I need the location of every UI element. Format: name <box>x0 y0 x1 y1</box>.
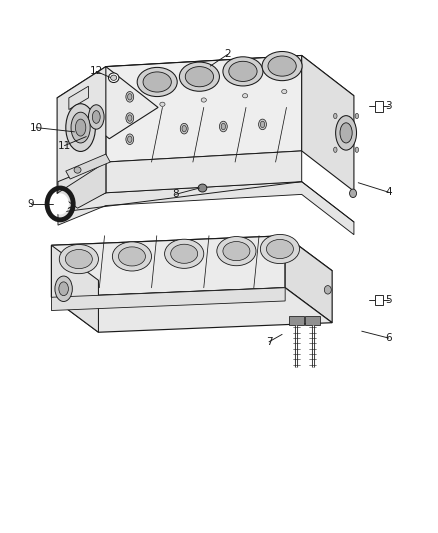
Ellipse shape <box>126 113 134 123</box>
Ellipse shape <box>350 189 357 198</box>
Ellipse shape <box>334 114 337 119</box>
Polygon shape <box>289 317 304 325</box>
Ellipse shape <box>243 94 248 98</box>
Ellipse shape <box>223 241 250 261</box>
Ellipse shape <box>66 104 95 151</box>
Polygon shape <box>58 182 354 235</box>
Polygon shape <box>51 288 285 311</box>
Ellipse shape <box>126 92 134 102</box>
Ellipse shape <box>282 90 287 94</box>
Text: 6: 6 <box>385 333 392 343</box>
Ellipse shape <box>260 235 300 264</box>
Polygon shape <box>305 317 321 325</box>
Ellipse shape <box>182 125 186 132</box>
Text: 4: 4 <box>385 187 392 197</box>
Polygon shape <box>66 154 110 179</box>
Bar <box>374 101 383 112</box>
Ellipse shape <box>92 111 100 123</box>
Ellipse shape <box>143 72 171 92</box>
Polygon shape <box>106 55 354 108</box>
Text: 11: 11 <box>58 141 71 151</box>
Polygon shape <box>285 236 332 322</box>
Text: 9: 9 <box>28 199 34 209</box>
Text: 8: 8 <box>172 189 179 199</box>
Text: 2: 2 <box>224 50 231 59</box>
Ellipse shape <box>118 247 145 266</box>
Ellipse shape <box>268 56 296 76</box>
Text: 10: 10 <box>30 123 43 133</box>
Ellipse shape <box>59 245 99 273</box>
Ellipse shape <box>185 67 214 87</box>
Polygon shape <box>58 162 106 213</box>
Ellipse shape <box>221 123 226 130</box>
Polygon shape <box>106 151 302 193</box>
Ellipse shape <box>258 119 266 130</box>
Ellipse shape <box>324 286 331 294</box>
Ellipse shape <box>336 116 357 150</box>
Ellipse shape <box>71 112 90 143</box>
Polygon shape <box>51 236 285 297</box>
Polygon shape <box>57 67 106 193</box>
Ellipse shape <box>113 242 152 271</box>
Ellipse shape <box>88 105 104 129</box>
Ellipse shape <box>75 119 86 136</box>
Polygon shape <box>69 86 88 110</box>
Ellipse shape <box>65 249 92 269</box>
Ellipse shape <box>137 67 177 96</box>
Ellipse shape <box>51 193 69 215</box>
Polygon shape <box>302 55 354 191</box>
Ellipse shape <box>355 147 359 152</box>
Ellipse shape <box>55 276 72 302</box>
Ellipse shape <box>340 123 352 143</box>
Ellipse shape <box>171 244 198 263</box>
Text: 7: 7 <box>266 337 272 347</box>
Polygon shape <box>51 245 99 332</box>
Ellipse shape <box>262 52 302 80</box>
Ellipse shape <box>165 239 204 268</box>
Polygon shape <box>57 162 106 208</box>
Ellipse shape <box>109 73 119 83</box>
Ellipse shape <box>229 61 257 82</box>
Ellipse shape <box>74 167 81 173</box>
Text: 12: 12 <box>90 67 103 76</box>
Ellipse shape <box>217 237 256 266</box>
Polygon shape <box>57 67 158 139</box>
Ellipse shape <box>266 239 293 259</box>
Ellipse shape <box>180 62 219 91</box>
Ellipse shape <box>127 115 132 121</box>
Ellipse shape <box>59 282 68 296</box>
Polygon shape <box>51 236 332 280</box>
Ellipse shape <box>127 136 132 142</box>
Ellipse shape <box>334 147 337 152</box>
Ellipse shape <box>160 102 165 107</box>
Ellipse shape <box>126 134 134 144</box>
Bar <box>374 295 383 305</box>
Ellipse shape <box>111 75 117 80</box>
Polygon shape <box>106 55 302 162</box>
Ellipse shape <box>355 114 359 119</box>
Text: 5: 5 <box>385 295 392 305</box>
Ellipse shape <box>219 121 227 132</box>
Polygon shape <box>51 288 332 332</box>
Ellipse shape <box>260 121 265 127</box>
Ellipse shape <box>180 123 188 134</box>
Ellipse shape <box>201 98 206 102</box>
Ellipse shape <box>223 57 263 86</box>
Ellipse shape <box>198 184 207 192</box>
Ellipse shape <box>127 94 132 100</box>
Text: 3: 3 <box>385 101 392 111</box>
